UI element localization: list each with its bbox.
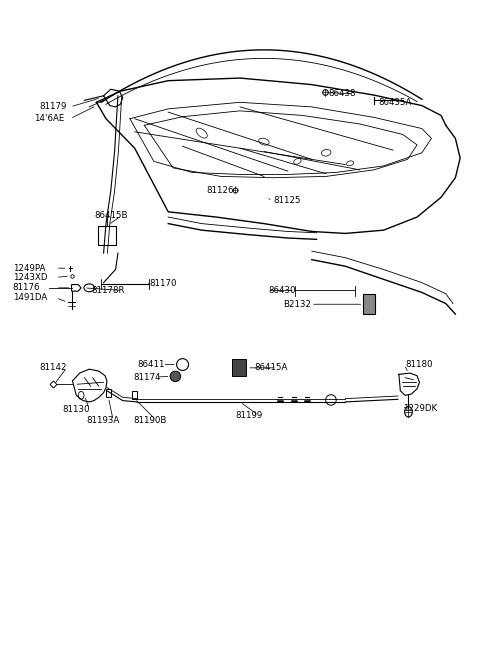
Ellipse shape [177, 359, 189, 371]
Text: 81176: 81176 [12, 283, 40, 292]
Text: 86435A: 86435A [379, 98, 412, 107]
Text: 81125: 81125 [274, 196, 301, 205]
Text: 1243XD: 1243XD [12, 273, 47, 282]
Text: 14'6AE: 14'6AE [34, 114, 65, 124]
Text: 81178R: 81178R [92, 286, 125, 295]
Bar [106, 390, 111, 397]
Text: 1491DA: 1491DA [12, 293, 47, 302]
Ellipse shape [170, 371, 180, 382]
Text: 86411: 86411 [137, 360, 165, 369]
Text: 81193A: 81193A [86, 416, 119, 425]
Text: 81179: 81179 [39, 102, 66, 112]
Text: 1249PA: 1249PA [12, 263, 45, 273]
Text: 86415B: 86415B [94, 212, 128, 220]
Text: 81190B: 81190B [134, 416, 167, 425]
Text: 1229DK: 1229DK [403, 404, 437, 413]
Bar [98, 225, 116, 245]
Bar [363, 294, 375, 314]
Text: 81126: 81126 [206, 187, 234, 195]
Text: 81142: 81142 [39, 363, 67, 373]
Text: 81180: 81180 [405, 360, 432, 369]
Text: 81130: 81130 [62, 405, 89, 414]
Text: 81170: 81170 [149, 279, 177, 288]
Text: 86430: 86430 [269, 286, 296, 295]
Text: 86415A: 86415A [254, 363, 288, 373]
Text: 86438: 86438 [328, 89, 356, 99]
Text: 81174: 81174 [134, 373, 161, 382]
Bar [232, 359, 246, 376]
Bar [132, 391, 137, 399]
Text: 81199: 81199 [235, 411, 263, 420]
Text: B2132: B2132 [283, 300, 311, 309]
